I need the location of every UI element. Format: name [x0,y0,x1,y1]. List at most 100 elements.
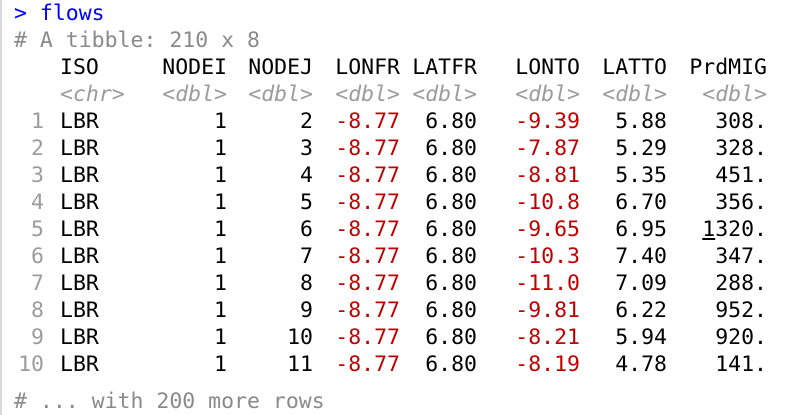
row-number: 7 [31,271,44,296]
cell-nodej: 6 [300,217,313,242]
cell-iso: LBR [60,136,99,161]
cell-lonfr: -8.77 [335,136,400,161]
cell-lonto: -7.87 [515,136,580,161]
cell-nodei: 1 [214,190,227,215]
column-header-lonfr: LONFR [335,55,400,80]
cell-latfr: 6.80 [425,244,477,269]
column-header-nodei: NODEI [162,55,227,80]
column-header-nodej: NODEJ [248,55,313,80]
cell-nodej: 11 [287,352,313,377]
cell-latfr: 6.80 [425,271,477,296]
cell-prdmig: 920. [715,325,767,350]
column-type-lonfr: <dbl> [335,82,400,107]
cell-lonto: -9.65 [515,217,580,242]
cell-lonfr: -8.77 [335,325,400,350]
cell-nodei: 1 [214,136,227,161]
column-type-nodej: <dbl> [248,82,313,107]
cell-lonfr: -8.77 [335,352,400,377]
cell-latfr: 6.80 [425,190,477,215]
cell-prdmig: 308. [715,109,767,134]
cell-lonto: -10.3 [515,244,580,269]
cell-nodej: 3 [300,136,313,161]
cell-latto: 7.40 [615,244,667,269]
row-number: 2 [31,136,44,161]
cell-latto: 6.70 [615,190,667,215]
command-text: flows [39,1,105,26]
column-header-prdmig: PrdMIG [689,55,767,80]
cell-prdmig: 141. [715,352,767,377]
cell-prdmig: 952. [715,298,767,323]
column-header-lonto: LONTO [515,55,580,80]
column-type-iso: <chr> [60,82,125,107]
console-input-line: > flows [14,0,105,27]
row-number: 3 [31,163,44,188]
cell-latto: 5.35 [615,163,667,188]
cell-nodei: 1 [214,217,227,242]
cell-nodej: 2 [300,109,313,134]
cell-iso: LBR [60,163,99,188]
cell-prdmig: 1320. [702,217,767,242]
cell-lonto: -10.8 [515,190,580,215]
cell-nodei: 1 [214,352,227,377]
cell-latfr: 6.80 [425,109,477,134]
column-header-latto: LATTO [602,55,667,80]
column-type-prdmig: <dbl> [702,82,767,107]
cell-lonto: -9.81 [515,298,580,323]
cell-latfr: 6.80 [425,352,477,377]
cell-prdmig: 451. [715,163,767,188]
cell-lonto: -11.0 [515,271,580,296]
cell-iso: LBR [60,271,99,296]
cell-lonfr: -8.77 [335,109,400,134]
cell-latto: 7.09 [615,271,667,296]
cell-latfr: 6.80 [425,163,477,188]
column-type-latfr: <dbl> [412,82,477,107]
column-type-latto: <dbl> [602,82,667,107]
cell-nodei: 1 [214,271,227,296]
cell-nodei: 1 [214,298,227,323]
cell-latto: 5.29 [615,136,667,161]
cell-prdmig: 328. [715,136,767,161]
cell-lonfr: -8.77 [335,298,400,323]
cell-iso: LBR [60,352,99,377]
row-number: 5 [31,217,44,242]
cell-nodej: 7 [300,244,313,269]
cell-latto: 5.94 [615,325,667,350]
cell-iso: LBR [60,325,99,350]
cell-nodej: 10 [287,325,313,350]
cell-latto: 4.78 [615,352,667,377]
cell-latto: 6.95 [615,217,667,242]
cell-iso: LBR [60,244,99,269]
cell-nodej: 5 [300,190,313,215]
cell-latto: 6.22 [615,298,667,323]
row-number: 1 [31,109,44,134]
cell-nodej: 4 [300,163,313,188]
cell-lonfr: -8.77 [335,190,400,215]
row-number: 8 [31,298,44,323]
cell-latto: 5.88 [615,109,667,134]
row-number: 10 [18,352,44,377]
cell-lonfr: -8.77 [335,271,400,296]
cell-lonfr: -8.77 [335,163,400,188]
column-type-lonto: <dbl> [515,82,580,107]
cell-iso: LBR [60,217,99,242]
cell-prdmig: 288. [715,271,767,296]
column-header-latfr: LATFR [412,55,477,80]
cell-prdmig: 347. [715,244,767,269]
column-type-nodei: <dbl> [162,82,227,107]
row-number: 6 [31,244,44,269]
cell-nodei: 1 [214,109,227,134]
cell-latfr: 6.80 [425,325,477,350]
tibble-footer: # ... with 200 more rows [14,389,325,414]
cell-latfr: 6.80 [425,136,477,161]
cell-nodej: 9 [300,298,313,323]
cell-lonto: -8.81 [515,163,580,188]
row-number: 4 [31,190,44,215]
cell-iso: LBR [60,298,99,323]
prompt-symbol: > [14,1,27,26]
cell-prdmig: 356. [715,190,767,215]
cell-nodei: 1 [214,244,227,269]
tibble-header: # A tibble: 210 x 8 [14,28,260,53]
cell-nodei: 1 [214,163,227,188]
cell-latfr: 6.80 [425,298,477,323]
